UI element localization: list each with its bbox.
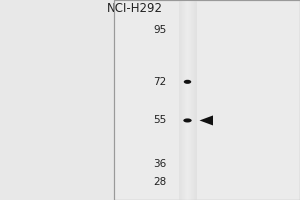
Bar — [180, 0, 181, 200]
Bar — [181, 0, 182, 200]
Bar — [186, 0, 187, 200]
Bar — [189, 0, 190, 200]
Bar — [183, 0, 184, 200]
Bar — [183, 0, 184, 200]
Bar — [180, 0, 181, 200]
Bar — [190, 0, 191, 200]
Bar — [188, 0, 189, 200]
Bar — [114, 0, 300, 200]
Ellipse shape — [183, 118, 192, 122]
Bar — [179, 0, 180, 200]
Bar — [185, 0, 186, 200]
Bar — [187, 0, 188, 200]
Bar — [189, 0, 190, 200]
Bar — [114, 0, 300, 200]
Bar — [178, 0, 179, 200]
Bar — [191, 0, 192, 200]
Text: 28: 28 — [153, 177, 167, 187]
Text: 55: 55 — [153, 115, 167, 125]
Bar — [186, 0, 187, 200]
Ellipse shape — [184, 80, 191, 84]
Bar — [192, 0, 193, 200]
Bar — [193, 0, 194, 200]
Bar — [192, 0, 193, 200]
Bar — [194, 0, 195, 200]
Bar — [195, 0, 196, 200]
Text: 36: 36 — [153, 159, 167, 169]
Polygon shape — [200, 115, 213, 125]
Text: NCI-H292: NCI-H292 — [107, 2, 163, 15]
Bar — [190, 0, 191, 200]
Bar — [195, 0, 196, 200]
Text: 95: 95 — [153, 25, 167, 35]
Bar — [196, 0, 197, 200]
Bar — [184, 0, 185, 200]
Bar — [182, 0, 183, 200]
Text: 72: 72 — [153, 77, 167, 87]
Bar — [184, 0, 185, 200]
